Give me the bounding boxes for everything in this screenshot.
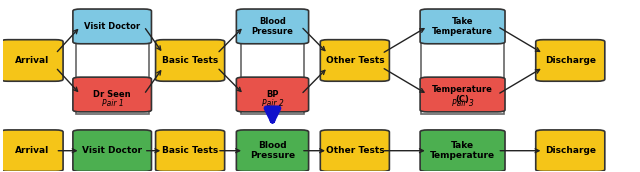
FancyBboxPatch shape <box>236 130 308 171</box>
FancyBboxPatch shape <box>320 130 389 171</box>
Text: Pair 1: Pair 1 <box>102 99 124 108</box>
Text: Visit Doctor: Visit Doctor <box>84 22 140 31</box>
FancyBboxPatch shape <box>73 130 152 171</box>
Text: Discharge: Discharge <box>545 56 596 65</box>
Text: Take
Temperature: Take Temperature <box>430 141 495 160</box>
Text: Temperature
(C): Temperature (C) <box>432 85 493 104</box>
FancyBboxPatch shape <box>76 12 149 114</box>
FancyBboxPatch shape <box>156 130 225 171</box>
FancyBboxPatch shape <box>1 40 63 81</box>
FancyBboxPatch shape <box>236 9 308 44</box>
FancyBboxPatch shape <box>1 130 63 171</box>
Text: Blood
Pressure: Blood Pressure <box>250 141 295 160</box>
FancyBboxPatch shape <box>420 130 505 171</box>
Text: Discharge: Discharge <box>545 146 596 155</box>
Text: Arrival: Arrival <box>15 56 49 65</box>
FancyBboxPatch shape <box>73 77 152 112</box>
FancyBboxPatch shape <box>320 40 389 81</box>
FancyBboxPatch shape <box>421 12 504 114</box>
Text: Blood
Pressure: Blood Pressure <box>252 17 293 36</box>
Text: Visit Doctor: Visit Doctor <box>82 146 142 155</box>
FancyBboxPatch shape <box>420 9 505 44</box>
FancyBboxPatch shape <box>73 9 152 44</box>
FancyBboxPatch shape <box>420 77 505 112</box>
FancyBboxPatch shape <box>536 130 605 171</box>
FancyBboxPatch shape <box>156 40 225 81</box>
FancyBboxPatch shape <box>236 77 308 112</box>
Text: Basic Tests: Basic Tests <box>162 146 218 155</box>
Text: Arrival: Arrival <box>15 146 49 155</box>
Text: Other Tests: Other Tests <box>326 146 384 155</box>
Text: Pair 2: Pair 2 <box>262 99 284 108</box>
Text: Pair 3: Pair 3 <box>452 99 474 108</box>
Text: Other Tests: Other Tests <box>326 56 384 65</box>
Text: Take
Temperature: Take Temperature <box>432 17 493 36</box>
Text: Dr Seen: Dr Seen <box>93 90 131 99</box>
Text: BP: BP <box>266 90 279 99</box>
FancyBboxPatch shape <box>536 40 605 81</box>
FancyBboxPatch shape <box>241 12 304 114</box>
Text: Basic Tests: Basic Tests <box>162 56 218 65</box>
